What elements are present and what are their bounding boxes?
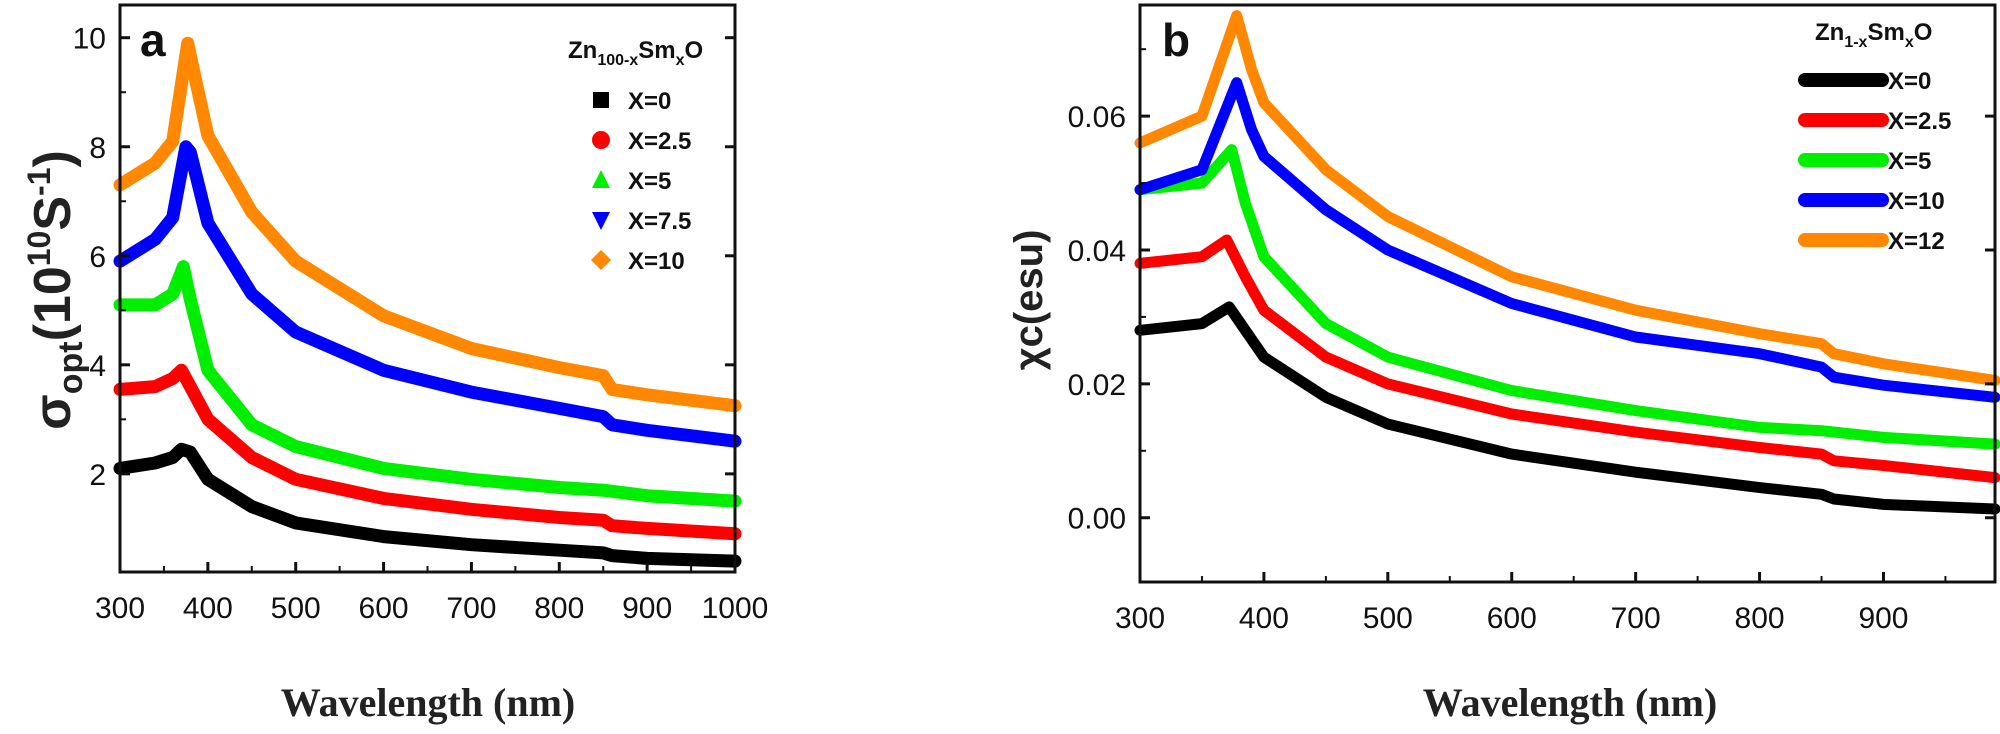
x-tick-label: 700: [1611, 602, 1661, 635]
legend-label-x-5: X=5: [628, 168, 671, 195]
panel-b-xlabel: Wavelength (nm): [1423, 680, 1717, 725]
series-line-x-0: [113, 442, 742, 568]
series-line-x-10: [113, 36, 742, 413]
legend-label-x-0: X=0: [1888, 68, 1931, 95]
x-tick-label: 300: [95, 592, 145, 625]
panel-a-curves: [113, 36, 742, 568]
x-tick-label: 500: [1363, 602, 1413, 635]
series-line-x-12: [1134, 10, 2000, 386]
legend-label-x-10: X=10: [1888, 188, 1945, 215]
panel-b-curves: [1134, 10, 2000, 515]
series-line-x-10: [1134, 77, 2000, 403]
y-tick-label: 4: [89, 350, 106, 383]
x-tick-label: 300: [1115, 602, 1165, 635]
panel-b-ticks: 300 400 500 600 700 800 900 0.00 0.02 0.04 0.06: [1068, 48, 1995, 635]
legend-label-x-12: X=12: [1888, 228, 1945, 255]
legend-marker-x-0: [593, 92, 609, 108]
legend-marker-x-5: [592, 170, 610, 188]
y-tick-label: 6: [89, 241, 106, 274]
y-tick-label: 0.02: [1068, 369, 1126, 402]
panel-a-ticks: 300 400 500 600 700 800 900 1000 2 4 6 8 10: [73, 23, 769, 625]
x-tick-label: 900: [1858, 602, 1908, 635]
x-tick-label: 800: [534, 592, 584, 625]
series-line-x-2-5: [113, 363, 742, 541]
panel-b-ylabel: χc(esu): [1007, 230, 1051, 371]
y-tick-label: 0.04: [1068, 235, 1126, 268]
x-tick-label: 600: [359, 592, 409, 625]
panel-a-legend-title: Zn100-xSmxO: [568, 37, 703, 69]
series-line-x-0: [1134, 301, 2000, 515]
panel-b-letter: b: [1162, 14, 1190, 66]
panel-a-letter: a: [140, 14, 166, 66]
x-tick-label: 500: [271, 592, 321, 625]
legend-label-x-5: X=5: [1888, 148, 1931, 175]
panel-a-ylabel: σopt(1010S-1): [21, 150, 90, 430]
panel-b-legend-title: Zn1-xSmxO: [1815, 19, 1932, 51]
y-tick-label: 0.00: [1068, 503, 1126, 536]
series-line-x-5: [113, 260, 742, 508]
panel-a-xlabel: Wavelength (nm): [281, 680, 575, 725]
legend-label-x-2-5: X=2.5: [1888, 108, 1951, 135]
y-tick-label: 2: [89, 459, 106, 492]
x-tick-label: 400: [183, 592, 233, 625]
legend-label-x-2-5: X=2.5: [628, 128, 691, 155]
panel-a: 300 400 500 600 700 800 900 1000 2 4 6 8 10 a Wavele…: [21, 3, 769, 725]
y-tick-label: 0.06: [1068, 101, 1126, 134]
x-tick-label: 400: [1239, 602, 1289, 635]
x-tick-label: 600: [1487, 602, 1537, 635]
y-tick-label: 8: [89, 132, 106, 165]
y-tick-label: 10: [73, 23, 106, 56]
x-tick-label: 900: [622, 592, 672, 625]
panel-b-frame: [1138, 3, 1997, 584]
legend-label-x-0: X=0: [628, 88, 671, 115]
series-line-x-7-5: [113, 140, 742, 448]
x-tick-label: 800: [1735, 602, 1785, 635]
legend-marker-x-2-5: [592, 131, 610, 149]
legend-marker-x-7-5: [592, 212, 610, 230]
x-tick-label: 700: [446, 592, 496, 625]
panel-b-legend: X=0 X=2.5 X=5 X=10 X=12: [1798, 68, 1951, 255]
series-line-x-2-5: [1134, 234, 2000, 484]
legend-marker-x-10: [591, 250, 611, 270]
legend-label-x-10: X=10: [628, 248, 685, 275]
panel-a-legend: X=0 X=2.5 X=5 X=7.5 X=10: [591, 88, 691, 275]
x-tick-label: 1000: [702, 592, 769, 625]
series-line-x-5: [1134, 144, 2000, 450]
legend-label-x-7-5: X=7.5: [628, 208, 691, 235]
